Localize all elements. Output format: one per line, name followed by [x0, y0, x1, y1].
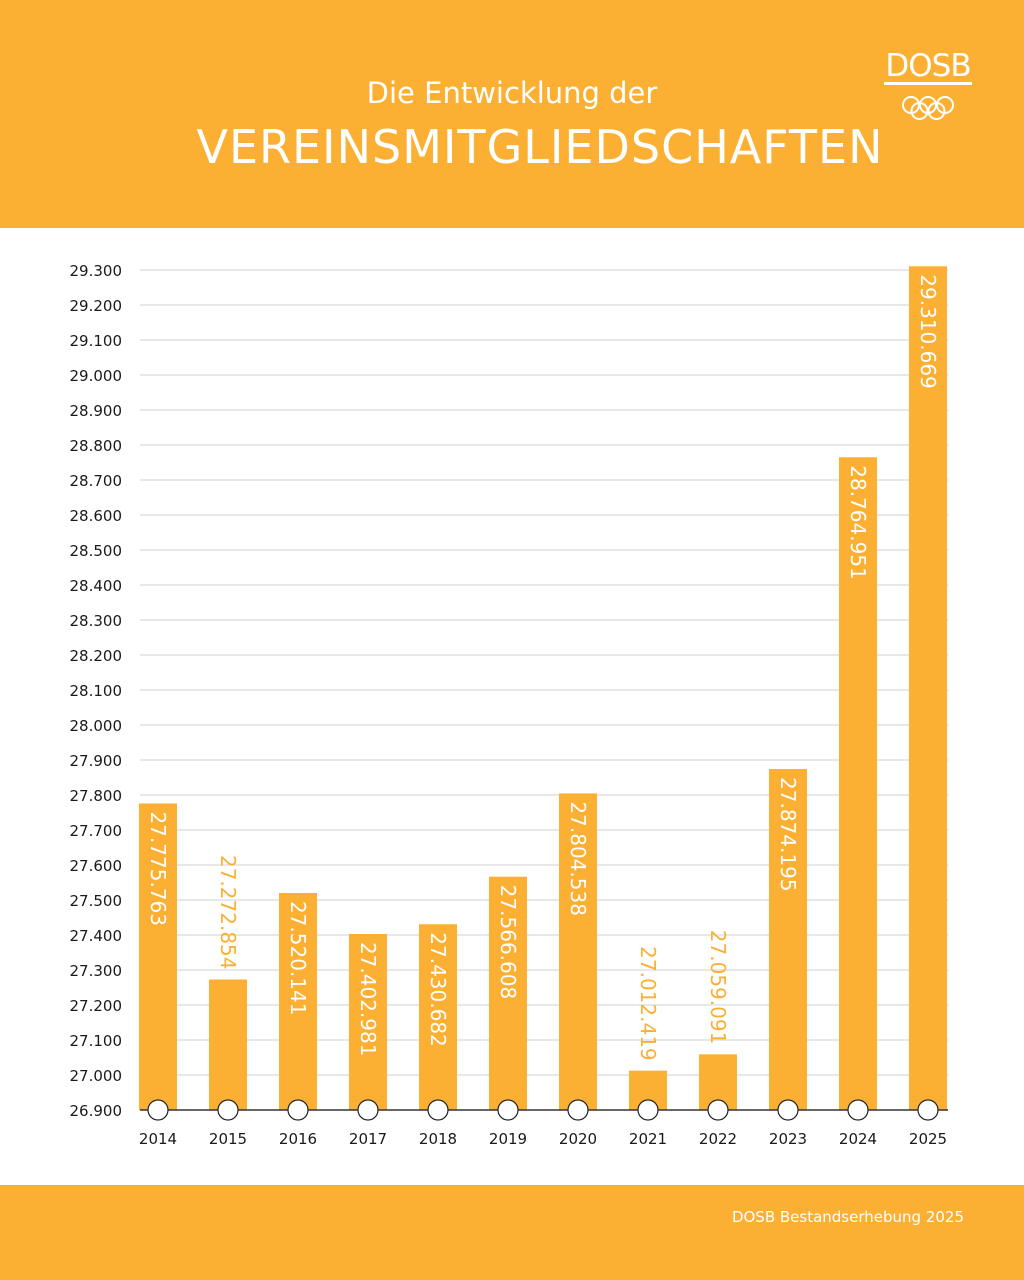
x-tick-label: 2018 [419, 1130, 457, 1148]
x-tick-label: 2019 [489, 1130, 527, 1148]
axis-marker [777, 1099, 799, 1121]
bar-2016 [279, 892, 317, 1110]
axis-marker [147, 1099, 169, 1121]
x-tick-label: 2024 [839, 1130, 877, 1148]
x-tick-label: 2025 [909, 1130, 947, 1148]
y-tick-label: 29.200 [70, 297, 123, 315]
olympic-rings-icon [902, 96, 954, 120]
data-label: 27.804.538 [566, 801, 590, 916]
axis-marker [217, 1099, 239, 1121]
x-tick-label: 2017 [349, 1130, 387, 1148]
bar-2017 [349, 933, 387, 1110]
svg-text:DOSB: DOSB [885, 48, 970, 84]
x-tick-label: 2023 [769, 1130, 807, 1148]
y-tick-label: 27.000 [70, 1067, 123, 1085]
header-banner: Die Entwicklung der VEREINSMITGLIEDSCHAF… [0, 0, 1024, 228]
bar-2020 [559, 793, 597, 1110]
y-tick-label: 28.000 [70, 717, 123, 735]
chart-title: VEREINSMITGLIEDSCHAFTEN [196, 120, 884, 174]
y-tick-label: 27.400 [70, 927, 123, 945]
y-tick-label: 27.200 [70, 997, 123, 1015]
bar-chart: 26.900 27.000 27.100 27.200 27.300 27.400 27.5… [70, 262, 948, 1148]
axis-marker [567, 1099, 589, 1121]
data-label: 27.430.682 [426, 932, 450, 1047]
y-tick-label: 27.500 [70, 892, 123, 910]
y-tick-label: 27.100 [70, 1032, 123, 1050]
y-tick-label: 26.900 [70, 1102, 123, 1120]
footer-banner: DOSB Bestandserhebung 2025 [0, 1185, 1024, 1280]
y-tick-label: 28.400 [70, 577, 123, 595]
data-label: 27.272.854 [216, 855, 240, 970]
axis-marker [427, 1099, 449, 1121]
data-label: 28.764.951 [846, 465, 870, 580]
data-label: 27.012.419 [636, 946, 660, 1061]
bar-2019 [489, 876, 527, 1110]
data-label: 27.059.091 [706, 930, 730, 1045]
axis-marker [847, 1099, 869, 1121]
data-label: 27.402.981 [356, 942, 380, 1057]
axis-marker [287, 1099, 309, 1121]
x-tick-label: 2015 [209, 1130, 247, 1148]
x-tick-label: 2021 [629, 1130, 667, 1148]
y-tick-label: 28.300 [70, 612, 123, 630]
dosb-logo: DOSB [884, 48, 972, 120]
y-tick-label: 29.000 [70, 367, 123, 385]
data-label: 27.775.763 [146, 811, 170, 926]
bar-2015 [209, 979, 247, 1110]
bar-2018 [419, 924, 457, 1110]
x-tick-label: 2020 [559, 1130, 597, 1148]
y-tick-label: 28.600 [70, 507, 123, 525]
axis-marker [637, 1099, 659, 1121]
data-label: 27.520.141 [286, 901, 310, 1016]
axis-marker [357, 1099, 379, 1121]
axis-marker [917, 1099, 939, 1121]
y-tick-label: 27.800 [70, 787, 123, 805]
source-note: DOSB Bestandserhebung 2025 [731, 1208, 964, 1226]
axis-marker [497, 1099, 519, 1121]
axis-marker [707, 1099, 729, 1121]
chart-subtitle: Die Entwicklung der [366, 76, 658, 110]
data-label: 29.310.669 [916, 274, 940, 389]
bar-2023 [769, 769, 807, 1110]
y-tick-label: 27.300 [70, 962, 123, 980]
data-label: 27.874.195 [776, 777, 800, 892]
bar-2024 [839, 457, 877, 1110]
bar-2025 [909, 266, 947, 1110]
y-tick-label: 28.200 [70, 647, 123, 665]
y-tick-label: 28.700 [70, 472, 123, 490]
y-tick-label: 27.600 [70, 857, 123, 875]
y-tick-label: 29.100 [70, 332, 123, 350]
x-tick-label: 2016 [279, 1130, 317, 1148]
bar-2014 [139, 803, 177, 1110]
y-tick-label: 28.800 [70, 437, 123, 455]
y-tick-label: 28.100 [70, 682, 123, 700]
y-tick-label: 28.500 [70, 542, 123, 560]
y-tick-label: 27.900 [70, 752, 123, 770]
y-tick-label: 29.300 [70, 262, 123, 280]
data-label: 27.566.608 [496, 885, 520, 1000]
x-tick-label: 2022 [699, 1130, 737, 1148]
x-tick-label: 2014 [139, 1130, 177, 1148]
y-tick-label: 27.700 [70, 822, 123, 840]
y-tick-label: 28.900 [70, 402, 123, 420]
